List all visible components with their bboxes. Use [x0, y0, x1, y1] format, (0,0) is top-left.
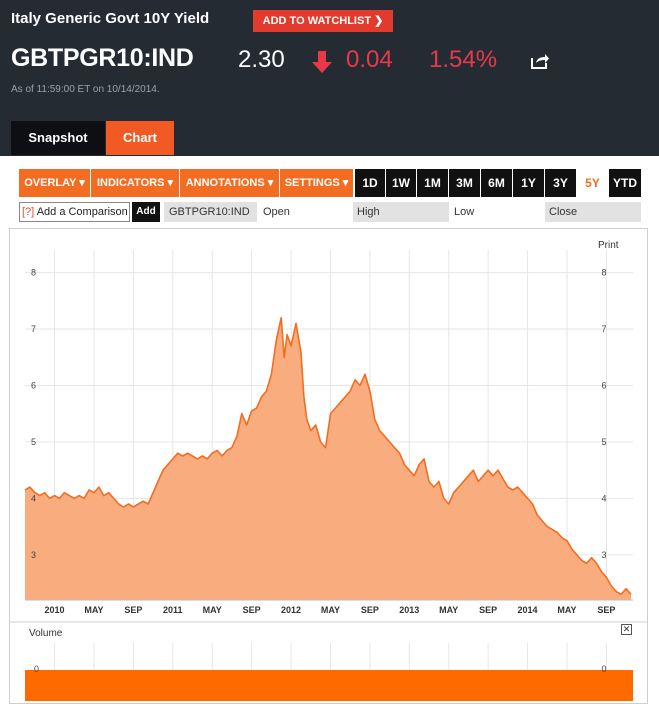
volume-label: Volume	[29, 628, 63, 639]
print-button[interactable]: Print	[598, 240, 619, 251]
yield-area	[25, 317, 631, 600]
x-tick-label: SEP	[479, 605, 497, 615]
close-label: Close	[545, 202, 641, 222]
open-label: Open	[263, 206, 290, 218]
annotations-menu[interactable]: ANNOTATIONS ▾	[180, 169, 280, 197]
yield-line	[24, 316, 632, 596]
x-tick-label: 2014	[518, 605, 538, 615]
volume-bar	[25, 670, 633, 701]
close-volume-icon[interactable]: ✕	[621, 624, 632, 635]
range-3m[interactable]: 3M	[449, 169, 480, 197]
x-tick-label: 2011	[163, 605, 183, 615]
volume-zero-label-right: 0	[601, 664, 606, 674]
y-tick-label-left: 6	[31, 380, 36, 390]
help-icon[interactable]: [?]	[22, 206, 35, 218]
tab-snapshot[interactable]: Snapshot	[11, 121, 105, 155]
indicators-menu[interactable]: INDICATORS ▾	[91, 169, 180, 197]
y-tick-label-right: 5	[601, 437, 606, 447]
y-tick-label-right: 4	[601, 493, 606, 503]
add-comparison-button[interactable]: Add	[132, 202, 160, 222]
x-tick-label: SEP	[361, 605, 379, 615]
range-3y[interactable]: 3Y	[545, 169, 576, 197]
range-1m[interactable]: 1M	[417, 169, 448, 197]
add-to-watchlist-button[interactable]: ADD TO WATCHLIST ❯	[253, 10, 393, 32]
y-tick-label-left: 5	[31, 437, 36, 447]
x-tick-label: SEP	[597, 605, 615, 615]
quote-header: Italy Generic Govt 10Y Yield ADD TO WATC…	[0, 0, 659, 156]
x-tick-label: 2012	[281, 605, 301, 615]
share-icon[interactable]	[530, 52, 550, 70]
x-tick-label: 2010	[45, 605, 65, 615]
range-5y[interactable]: 5Y	[577, 169, 608, 197]
overlay-menu[interactable]: OVERLAY ▾	[19, 169, 91, 197]
ticker-symbol: GBTPGR10:IND	[11, 44, 194, 72]
x-tick-label: MAY	[557, 605, 576, 615]
comparison-placeholder: Add a Comparison	[36, 206, 128, 218]
range-1y[interactable]: 1Y	[513, 169, 544, 197]
range-ytd[interactable]: YTD	[609, 169, 641, 197]
as-of-timestamp: As of 11:59:00 ET on 10/14/2014.	[11, 84, 160, 95]
range-1d[interactable]: 1D	[355, 169, 385, 197]
y-tick-label-right: 6	[601, 380, 606, 390]
chevron-right-icon: ❯	[374, 15, 384, 27]
symbol-label: GBTPGR10:IND	[164, 202, 257, 222]
add-comparison-input[interactable]: [?] Add a Comparison	[19, 202, 130, 222]
watchlist-label: ADD TO WATCHLIST	[262, 15, 372, 27]
y-tick-label-right: 7	[601, 324, 606, 334]
y-tick-label-left: 7	[31, 324, 36, 334]
y-tick-label-right: 3	[601, 550, 606, 560]
instrument-title: Italy Generic Govt 10Y Yield	[11, 10, 210, 27]
y-tick-label-left: 8	[31, 268, 36, 278]
x-tick-label: SEP	[243, 605, 261, 615]
x-tick-label: SEP	[124, 605, 142, 615]
price-change-percent: 1.54%	[429, 46, 498, 73]
x-tick-label: MAY	[203, 605, 222, 615]
price-change: 0.04	[346, 46, 393, 73]
down-arrow-icon	[312, 51, 332, 73]
x-tick-label: MAY	[321, 605, 340, 615]
range-1w[interactable]: 1W	[386, 169, 416, 197]
settings-menu[interactable]: SETTINGS ▾	[280, 169, 354, 197]
last-price: 2.30	[238, 46, 285, 73]
volume-zero-label-left: 0	[34, 664, 39, 674]
y-tick-label-left: 3	[31, 550, 36, 560]
x-tick-label: 2013	[399, 605, 419, 615]
high-label: High	[353, 202, 449, 222]
x-tick-label: MAY	[84, 605, 103, 615]
y-tick-label-left: 4	[31, 493, 36, 503]
x-tick-label: MAY	[439, 605, 458, 615]
chart-frame	[9, 228, 648, 704]
range-6m[interactable]: 6M	[481, 169, 512, 197]
tab-chart[interactable]: Chart	[106, 121, 174, 155]
y-tick-label-right: 8	[601, 268, 606, 278]
low-label: Low	[454, 206, 475, 218]
